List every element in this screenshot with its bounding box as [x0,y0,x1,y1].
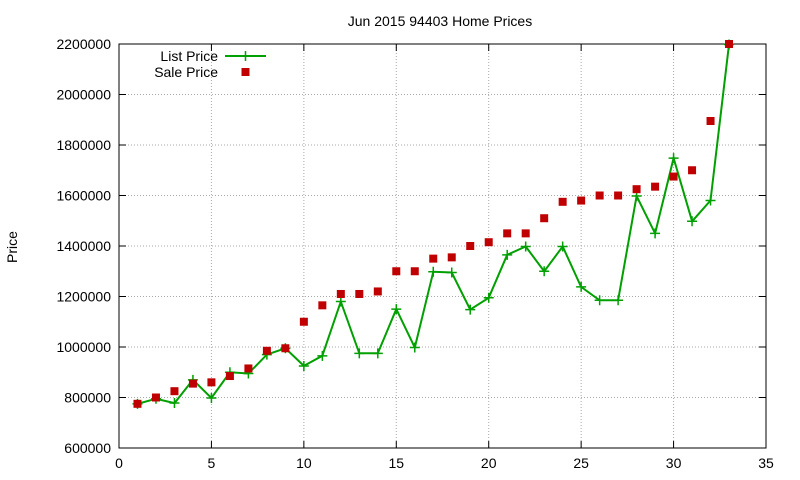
list-price-point [372,348,383,359]
list-price-point [354,348,365,359]
y-tick-label: 1200000 [56,289,111,305]
y-tick-label: 1400000 [56,238,111,254]
axis-ticks: 0 5 10 15 20 25 30 35 600000 800000 1000000 1200000… [56,36,774,471]
y-axis-label: Price [4,231,20,263]
list-price-point [576,281,587,292]
list-price-point [613,295,624,306]
sale-price-point [188,379,197,388]
sale-price-point [392,267,401,276]
sale-price-point [225,372,234,381]
list-price-point [391,304,402,315]
x-tick-label: 0 [115,455,123,471]
sale-price-point [244,364,253,373]
sale-price-point [299,317,308,326]
legend-marker [241,68,250,76]
sale-price-point [651,182,660,191]
sale-price-point [521,229,530,238]
plot-frame [118,43,767,449]
sale-price-point [466,242,475,250]
sale-price-point [373,287,382,296]
list-price-point [169,398,180,409]
y-tick-label: 2000000 [56,87,111,103]
list-price-point [428,266,439,277]
x-tick-label: 15 [388,455,404,471]
sale-price-point [170,387,179,396]
list-price-point [594,295,605,306]
y-tick-label: 1000000 [56,339,111,355]
list-price-point [335,296,346,307]
legend-label: Sale Price [154,64,218,80]
series-layer [132,39,735,409]
sale-price-point [133,399,142,408]
sale-price-point [632,185,641,194]
grid [119,44,766,448]
sale-price-point [484,238,493,247]
legend-marker [240,51,251,61]
x-tick-label: 20 [481,455,497,471]
x-tick-label: 35 [758,455,774,471]
sale-price-point [725,40,734,48]
list-price-point [557,241,568,252]
sale-price-point [558,197,567,206]
x-tick-label: 30 [666,455,682,471]
list-price-point [668,153,679,164]
list-price-point [446,267,457,278]
sale-price-point [318,301,327,310]
list-price-point [465,304,476,315]
sale-price-point [503,229,512,238]
sale-price-point [706,117,715,126]
y-tick-label: 800000 [64,390,111,406]
list-price-point [650,228,661,239]
list-price-point [520,241,531,252]
y-tick-label: 600000 [64,440,111,456]
list-price-point [317,350,328,361]
sale-price-point [614,191,623,200]
y-tick-label: 1600000 [56,188,111,204]
sale-price-point [669,172,678,181]
sale-price-point [577,196,586,205]
x-tick-label: 25 [573,455,589,471]
sale-price-point [447,253,456,262]
legend-label: List Price [160,48,218,64]
x-tick-label: 10 [296,455,312,471]
sale-price-point [595,191,604,200]
list-price-point [206,393,217,404]
sale-price-point [262,346,271,355]
list-price-point [502,249,513,260]
sale-price-point [688,166,697,175]
y-tick-label: 2200000 [56,36,111,52]
chart-title: Jun 2015 94403 Home Prices [348,13,532,29]
sale-price-point [281,344,290,353]
sale-price-point [429,254,438,263]
list-price-point [483,292,494,303]
sale-price-point [540,214,549,223]
list-price-point [298,360,309,371]
sale-price-point [151,393,160,402]
list-price-line [137,44,730,405]
list-price-point [687,216,698,227]
sale-price-point [336,289,345,298]
list-price-point [539,266,550,277]
sale-price-point [207,378,216,387]
list-price-point [409,342,420,353]
sale-price-point [355,289,364,298]
list-price-point [705,195,716,206]
y-tick-label: 1800000 [56,137,111,153]
x-tick-label: 5 [208,455,216,471]
sale-price-point [410,267,419,276]
